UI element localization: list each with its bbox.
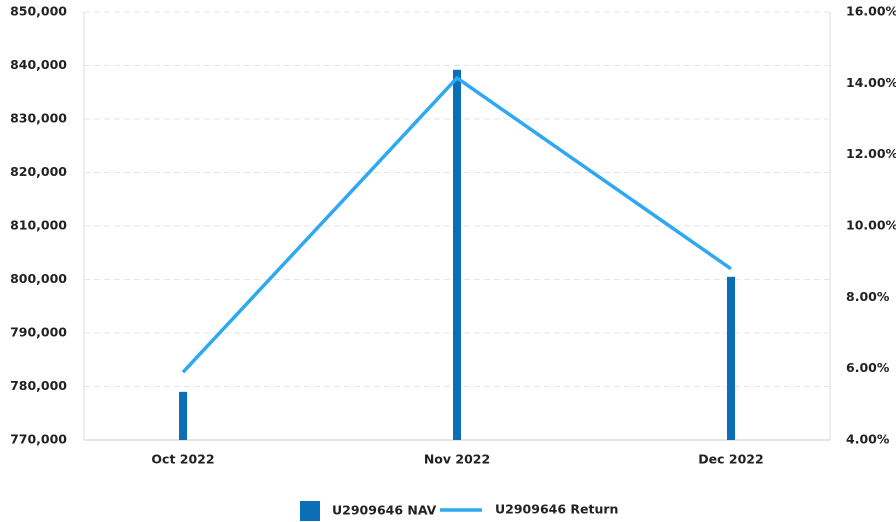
y-tick-label: 850,000 bbox=[10, 4, 67, 19]
y2-tick-label: 14.00% bbox=[846, 75, 896, 90]
bar bbox=[179, 391, 187, 440]
y-tick-label: 820,000 bbox=[10, 164, 67, 179]
y2-tick-label: 8.00% bbox=[846, 289, 890, 304]
line bbox=[181, 76, 733, 374]
x-tick-label: Nov 2022 bbox=[424, 452, 490, 467]
y-tick-label: 840,000 bbox=[10, 57, 67, 72]
y2-tick-label: 10.00% bbox=[846, 218, 896, 233]
y2-tick-label: 12.00% bbox=[846, 146, 896, 161]
y-tick-label: 830,000 bbox=[10, 111, 67, 126]
y-tick-label: 800,000 bbox=[10, 271, 67, 286]
x-tick-label: Oct 2022 bbox=[151, 452, 214, 467]
x-tick-label: Dec 2022 bbox=[698, 452, 763, 467]
y2-tick-label: 6.00% bbox=[846, 360, 890, 375]
y-tick-label: 810,000 bbox=[10, 218, 67, 233]
y-tick-label: 790,000 bbox=[10, 325, 67, 340]
bar bbox=[453, 69, 461, 440]
legend-label: U2909646 NAV bbox=[332, 503, 437, 518]
y2-tick-label: 4.00% bbox=[846, 432, 890, 447]
y-tick-label: 780,000 bbox=[10, 378, 67, 393]
y2-tick-label: 16.00% bbox=[846, 4, 896, 19]
y-tick-label: 770,000 bbox=[10, 432, 67, 447]
legend-label: U2909646 Return bbox=[495, 502, 618, 517]
bar bbox=[727, 276, 735, 440]
legend-swatch bbox=[300, 501, 320, 521]
